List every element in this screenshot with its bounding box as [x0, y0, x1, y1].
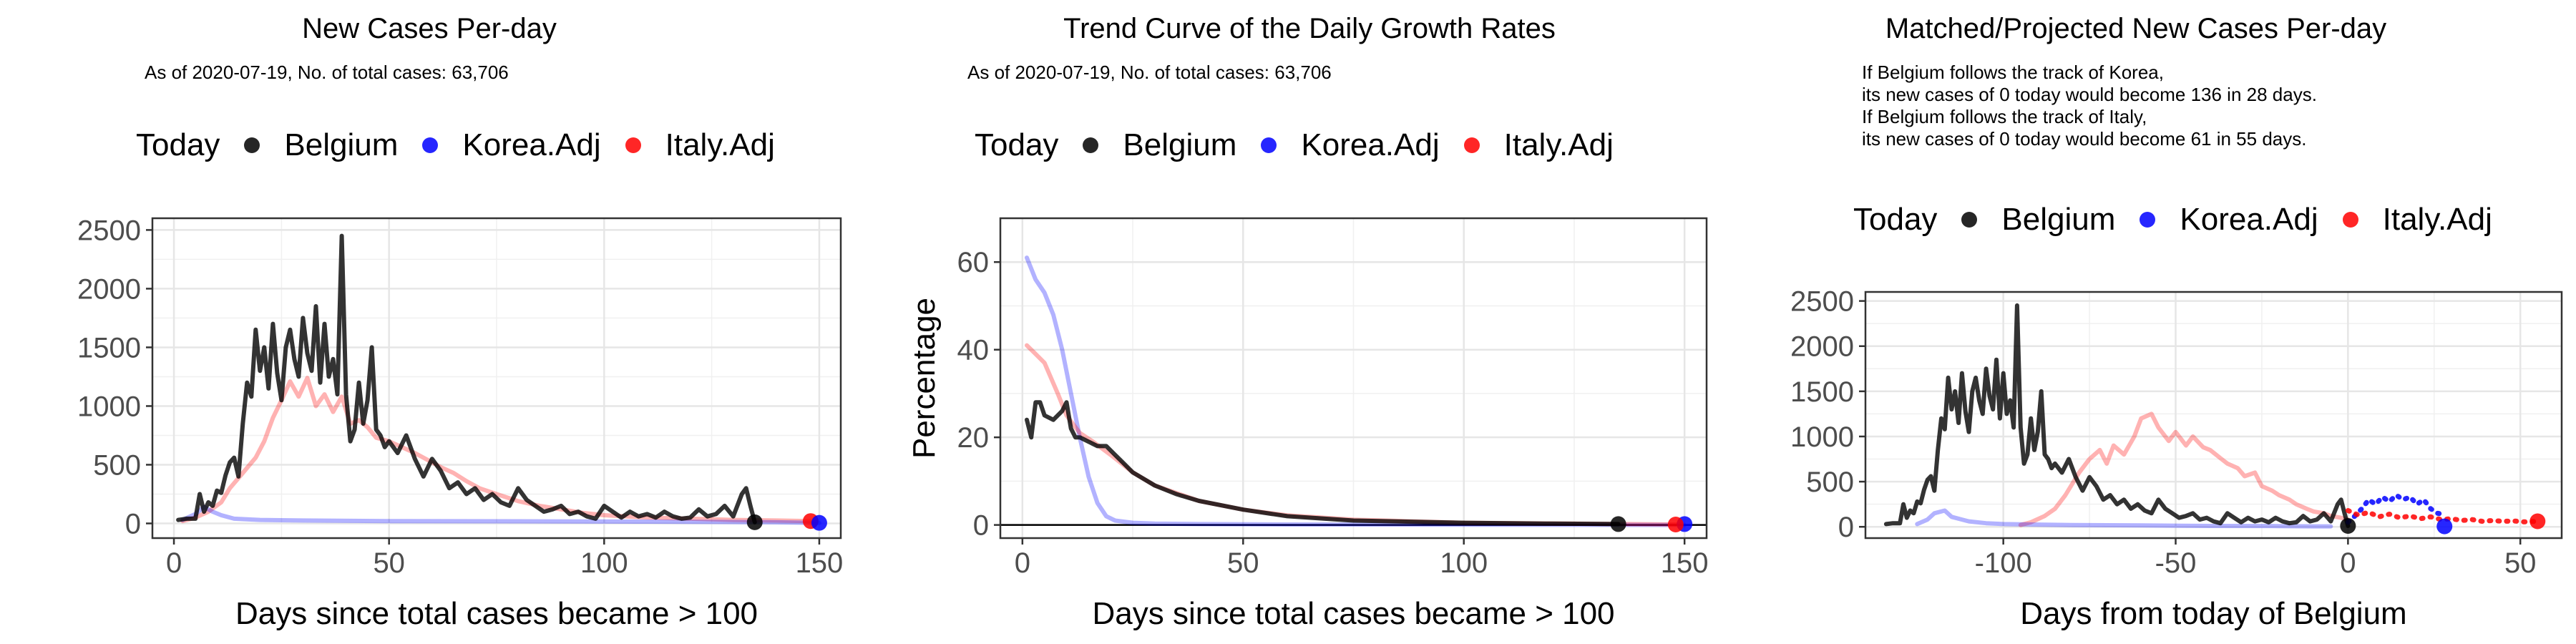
panel-projected-cases: Matched/Projected New Cases Per-day If B… — [1717, 0, 2576, 644]
legend-label-italy: Italy.Adj — [665, 127, 775, 162]
y-tick-label: 2000 — [77, 273, 141, 305]
y-tick-label: 1500 — [77, 332, 141, 364]
series-line-belgium — [1025, 400, 1621, 527]
legend-dot-belgium — [1083, 137, 1099, 153]
legend-dot-korea — [422, 137, 439, 153]
y-tick-label: 0 — [973, 510, 989, 542]
x-tick-label: -100 — [1975, 547, 2032, 579]
panel-growth-rates: Trend Curve of the Daily Growth Rates As… — [859, 0, 1717, 644]
x-axis-label: Days since total cases became > 100 — [1092, 596, 1614, 631]
series-line-korea-adj — [2345, 492, 2447, 525]
legend-dot-italy — [1463, 137, 1480, 153]
legend-title: Today — [975, 127, 1059, 162]
axis-frame — [1864, 291, 2563, 540]
legend-title: Today — [1853, 202, 1938, 237]
legend-item-italy: Italy.Adj — [1463, 127, 1614, 163]
legend-item-korea: Korea.Adj — [422, 127, 601, 163]
y-tick-label: 500 — [93, 449, 141, 481]
today-point-korea-adj — [811, 514, 827, 531]
chart-legend: Today Belgium Korea.Adj Italy.Adj — [136, 127, 799, 163]
legend-label-korea: Korea.Adj — [462, 127, 601, 162]
x-tick-label: 50 — [373, 547, 405, 579]
y-tick-label: 40 — [957, 335, 990, 366]
legend-dot-italy — [2342, 212, 2358, 228]
legend-dot-italy — [625, 137, 641, 153]
chart-subtitle: If Belgium follows the track of Korea, i… — [1862, 62, 2317, 150]
today-point-belgium — [2340, 517, 2356, 534]
legend-title: Today — [136, 127, 220, 162]
legend-dot-korea — [2140, 212, 2156, 228]
x-tick-label: -50 — [2155, 547, 2197, 579]
legend-label-italy: Italy.Adj — [1503, 127, 1614, 162]
series-line-italy-adj — [2018, 411, 2351, 527]
chart-title: New Cases Per-day — [302, 13, 557, 44]
y-tick-label: 500 — [1806, 467, 1854, 498]
chart-title: Matched/Projected New Cases Per-day — [1885, 13, 2387, 44]
legend-item-italy: Italy.Adj — [625, 127, 775, 163]
series-line-italy-adj — [1025, 343, 1678, 527]
legend-item-belgium: Belgium — [1961, 202, 2115, 238]
x-tick-label: 150 — [796, 547, 844, 579]
series-line-belgium — [1883, 303, 2351, 528]
axis-frame — [999, 217, 1708, 540]
legend-dot-belgium — [244, 137, 260, 153]
y-tick-label: 0 — [125, 508, 141, 540]
legend-item-belgium: Belgium — [1083, 127, 1236, 163]
legend-label-korea: Korea.Adj — [2180, 202, 2318, 237]
series-line-korea-adj — [1025, 255, 1687, 527]
chart-title: Trend Curve of the Daily Growth Rates — [1063, 13, 1556, 44]
y-tick-label: 1000 — [1790, 421, 1854, 453]
legend-item-korea: Korea.Adj — [1261, 127, 1440, 163]
x-tick-label: 0 — [2340, 547, 2356, 579]
x-axis-label: Days since total cases became > 100 — [235, 596, 758, 631]
y-tick-label: 2500 — [77, 215, 141, 246]
today-point-italy-adj — [1667, 517, 1684, 533]
y-tick-label: 2000 — [1790, 331, 1854, 363]
series-line-belgium — [176, 233, 757, 525]
legend-item-korea: Korea.Adj — [2140, 202, 2318, 238]
chart-plot: 0 50 100 150 0 20 40 60 Days since total cases b… — [907, 217, 1709, 631]
today-point-korea-adj — [2436, 518, 2453, 535]
x-tick-label: 150 — [1661, 547, 1709, 579]
x-tick-label: 100 — [580, 547, 628, 579]
legend-dot-belgium — [1961, 212, 1978, 228]
x-axis-label: Days from today of Belgium — [2020, 596, 2406, 631]
y-tick-label: 20 — [957, 422, 990, 454]
chart-legend: Today Belgium Korea.Adj Italy.Adj — [975, 127, 1638, 163]
series-line-korea-adj — [1915, 508, 2333, 529]
legend-label-belgium: Belgium — [2001, 202, 2116, 237]
today-point-italy-adj — [2529, 513, 2546, 530]
x-tick-label: 0 — [1015, 547, 1030, 579]
y-tick-label: 2500 — [1790, 286, 1854, 318]
panel-new-cases: New Cases Per-day As of 2020-07-19, No. … — [0, 0, 859, 644]
legend-label-belgium: Belgium — [284, 127, 399, 162]
x-tick-label: 0 — [166, 547, 182, 579]
today-point-belgium — [1610, 516, 1626, 532]
x-tick-label: 50 — [1227, 547, 1259, 579]
series-line-italy-adj — [180, 376, 813, 524]
x-tick-label: 100 — [1440, 547, 1488, 579]
legend-label-korea: Korea.Adj — [1301, 127, 1440, 162]
legend-item-italy: Italy.Adj — [2342, 202, 2492, 238]
chart-subtitle: As of 2020-07-19, No. of total cases: 63… — [145, 62, 509, 83]
legend-item-belgium: Belgium — [244, 127, 398, 163]
y-axis-label: Percentage — [907, 298, 942, 459]
y-tick-label: 1500 — [1790, 376, 1854, 408]
x-tick-label: 50 — [2504, 547, 2537, 579]
chart-subtitle: As of 2020-07-19, No. of total cases: 63… — [967, 62, 1332, 83]
y-tick-label: 1000 — [77, 391, 141, 422]
y-tick-label: 0 — [1838, 512, 1854, 543]
axis-frame — [151, 217, 842, 540]
legend-label-italy: Italy.Adj — [2382, 202, 2492, 237]
today-point-belgium — [746, 514, 763, 530]
legend-dot-korea — [1261, 137, 1277, 153]
chart-legend: Today Belgium Korea.Adj Italy.Adj — [1853, 202, 2517, 238]
legend-label-belgium: Belgium — [1123, 127, 1237, 162]
y-tick-label: 60 — [957, 247, 990, 278]
